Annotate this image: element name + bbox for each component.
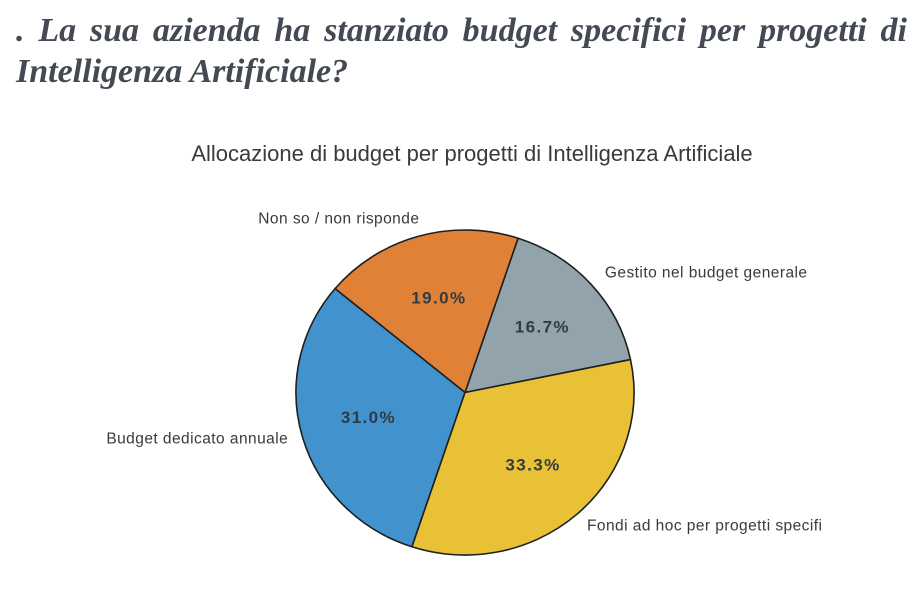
svg-text:Budget dedicato annuale: Budget dedicato annuale	[106, 431, 288, 448]
svg-text:16.7%: 16.7%	[515, 317, 570, 336]
svg-text:Fondi ad hoc per progetti spec: Fondi ad hoc per progetti specifici	[587, 517, 835, 534]
svg-text:Gestito nel budget generale: Gestito nel budget generale	[605, 265, 808, 282]
svg-text:33.3%: 33.3%	[505, 456, 560, 475]
svg-text:31.0%: 31.0%	[341, 408, 396, 427]
svg-text:Allocazione di budget per prog: Allocazione di budget per progetti di In…	[191, 141, 752, 166]
svg-text:19.0%: 19.0%	[411, 288, 466, 307]
svg-text:Non so / non risponde: Non so / non risponde	[258, 211, 419, 228]
